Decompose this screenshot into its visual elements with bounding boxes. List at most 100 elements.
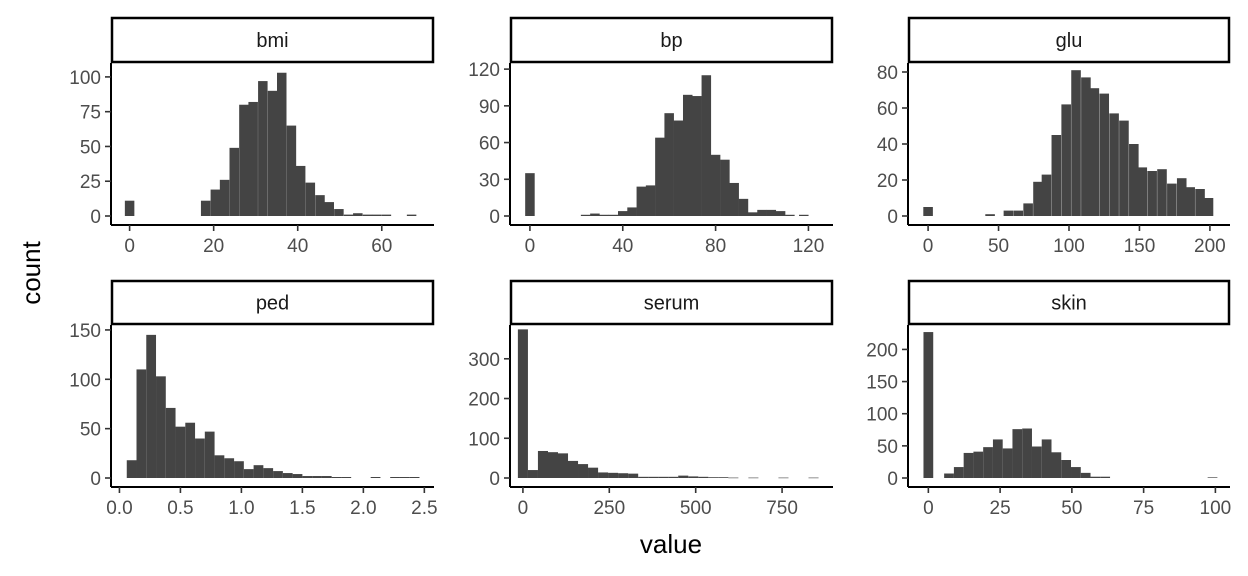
x-tick-label: 0.5 <box>167 498 193 519</box>
histogram-bar <box>1185 187 1195 216</box>
histogram-bar <box>263 468 274 478</box>
histogram-bar <box>362 214 373 216</box>
x-tick-label: 2.0 <box>350 498 376 519</box>
bars-glu <box>923 70 1214 217</box>
histogram-bar <box>673 120 684 216</box>
y-axis-title: count <box>16 240 46 304</box>
x-tick-label: 40 <box>612 236 633 257</box>
histogram-bar <box>324 202 334 216</box>
histogram-bar <box>267 90 278 216</box>
histogram-bar <box>688 476 699 478</box>
x-tick-label: 0 <box>923 498 934 519</box>
histogram-bar <box>315 195 325 216</box>
histogram-bar <box>720 159 730 216</box>
y-tick-label: 100 <box>468 429 500 450</box>
histogram-bar <box>682 94 693 216</box>
histogram-bar <box>219 179 230 216</box>
histogram-bar <box>598 472 609 478</box>
histogram-bar <box>655 137 665 216</box>
histogram-bar <box>708 477 719 478</box>
strip-box <box>110 16 435 64</box>
histogram-bar <box>175 426 186 478</box>
y-tick-label: 50 <box>80 137 101 158</box>
y-tick-label: 100 <box>866 405 898 426</box>
histogram-bar <box>1100 476 1111 478</box>
histogram-bar <box>258 81 268 216</box>
histogram-bar <box>692 96 702 216</box>
strip-box <box>110 279 435 326</box>
strip-label: serum <box>644 293 700 315</box>
histogram-bar <box>618 211 628 216</box>
y-tick-label: 150 <box>69 321 101 342</box>
histogram-bar <box>214 455 225 478</box>
y-tick-label: 25 <box>80 172 101 193</box>
histogram-bar <box>698 476 709 478</box>
strip-box <box>509 279 834 326</box>
histogram-bar <box>1071 70 1081 216</box>
y-tick-label: 0 <box>887 469 898 490</box>
x-tick-label: 2.5 <box>411 498 437 519</box>
histogram-bar <box>580 214 591 216</box>
histogram-bar <box>944 473 954 478</box>
histogram-bar <box>243 469 254 478</box>
y-tick-label: 60 <box>877 99 898 120</box>
panel-bp: bp 0 30 60 90 120 0 40 80 120 <box>468 16 834 257</box>
y-tick-label: 0 <box>887 207 898 228</box>
y-tick-label: 60 <box>479 134 500 155</box>
y-tick-label: 0 <box>90 469 101 490</box>
y-tick-label: 200 <box>866 340 898 361</box>
histogram-bar <box>156 376 166 478</box>
histogram-bar <box>1022 428 1032 478</box>
x-tick-label: 50 <box>1061 498 1082 519</box>
strip-label: bp <box>660 30 682 52</box>
y-tick-label: 100 <box>69 68 101 89</box>
strip-label: skin <box>1051 293 1087 315</box>
histogram-bar <box>1157 169 1167 216</box>
histogram-bar <box>808 477 819 479</box>
histogram-bar <box>608 472 619 478</box>
y-tick-label: 0 <box>489 207 500 228</box>
x-tick-label: 750 <box>766 498 798 519</box>
histogram-bar <box>1071 467 1081 478</box>
x-tick-label: 0 <box>923 236 934 257</box>
bars-bmi <box>124 72 417 217</box>
histogram-bar <box>1031 446 1042 478</box>
histogram-bar <box>618 473 629 478</box>
histogram-bar <box>953 467 964 478</box>
histogram-bar <box>728 477 739 479</box>
histogram-bar <box>627 207 637 216</box>
histogram-bar <box>608 214 619 216</box>
histogram-bar <box>645 185 656 216</box>
bars-bp <box>525 75 809 217</box>
histogram-bar <box>204 431 215 478</box>
x-tick-label: 20 <box>203 236 224 257</box>
y-tick-label: 40 <box>877 135 898 156</box>
histogram-bar <box>658 476 669 478</box>
histogram-bar <box>738 198 749 216</box>
histogram-bar <box>638 476 649 478</box>
histogram-bar <box>537 450 548 478</box>
histogram-bar <box>973 451 984 478</box>
histogram-bar <box>778 477 789 479</box>
histogram-bar <box>983 447 993 478</box>
histogram-bar <box>1147 171 1157 216</box>
histogram-bar <box>992 439 1003 478</box>
histogram-bar <box>1081 77 1091 217</box>
histogram-bar <box>1119 120 1129 216</box>
histogram-bar <box>390 477 400 478</box>
x-axis-title: value <box>640 529 702 559</box>
facet-panels: bmi 0 25 50 75 100 0 20 40 60 bp 0 30 60 90 120 0 40 80 120… <box>69 16 1231 519</box>
y-tick-label: 100 <box>69 370 101 391</box>
histogram-bar <box>1203 198 1214 216</box>
x-tick-label: 0 <box>518 498 529 519</box>
histogram-bar <box>678 475 689 478</box>
strip-skin: skin <box>907 279 1231 326</box>
histogram-bar <box>239 104 249 216</box>
histogram-bar <box>527 470 538 478</box>
histogram-bar <box>282 473 293 478</box>
histogram-bar <box>636 186 647 216</box>
histogram-bar <box>1023 203 1033 216</box>
histogram-bar <box>1051 135 1062 216</box>
panel-glu: glu 0 20 40 60 80 0 50 100 150 200 <box>877 16 1231 257</box>
